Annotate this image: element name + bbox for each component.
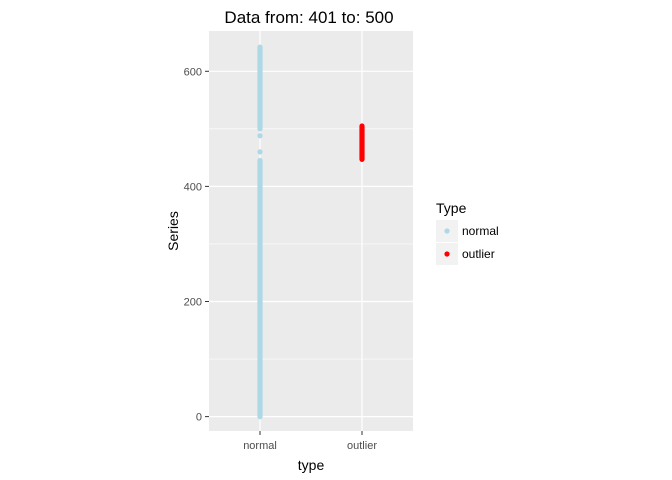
grid-lines [209, 31, 413, 431]
plot-panel [209, 31, 413, 431]
x-axis-title: type [298, 457, 325, 473]
legend: Type normal outlier [436, 200, 499, 265]
data-point-run-normal [257, 157, 263, 420]
data-points [257, 44, 365, 420]
y-tick-label: 600 [184, 66, 202, 78]
y-axis-title: Series [165, 211, 181, 251]
legend-label: outlier [462, 247, 495, 261]
y-tick-label: 0 [196, 412, 202, 424]
data-point-normal [257, 133, 263, 139]
data-point-run-normal [257, 44, 263, 132]
x-tick-label: outlier [347, 440, 377, 452]
legend-label: normal [462, 224, 499, 238]
y-tick-label: 200 [184, 297, 202, 309]
y-axis: 0 200 400 600 [184, 66, 209, 424]
y-tick-label: 400 [184, 181, 202, 193]
data-point-run-outlier [359, 123, 365, 162]
legend-title: Type [436, 200, 467, 216]
chart-title: Data from: 401 to: 500 [224, 8, 393, 27]
x-tick-label: normal [243, 440, 277, 452]
x-axis: normal outlier [243, 431, 377, 452]
legend-key-point [444, 251, 450, 257]
data-point-normal [257, 149, 263, 155]
legend-key-point [444, 228, 450, 234]
